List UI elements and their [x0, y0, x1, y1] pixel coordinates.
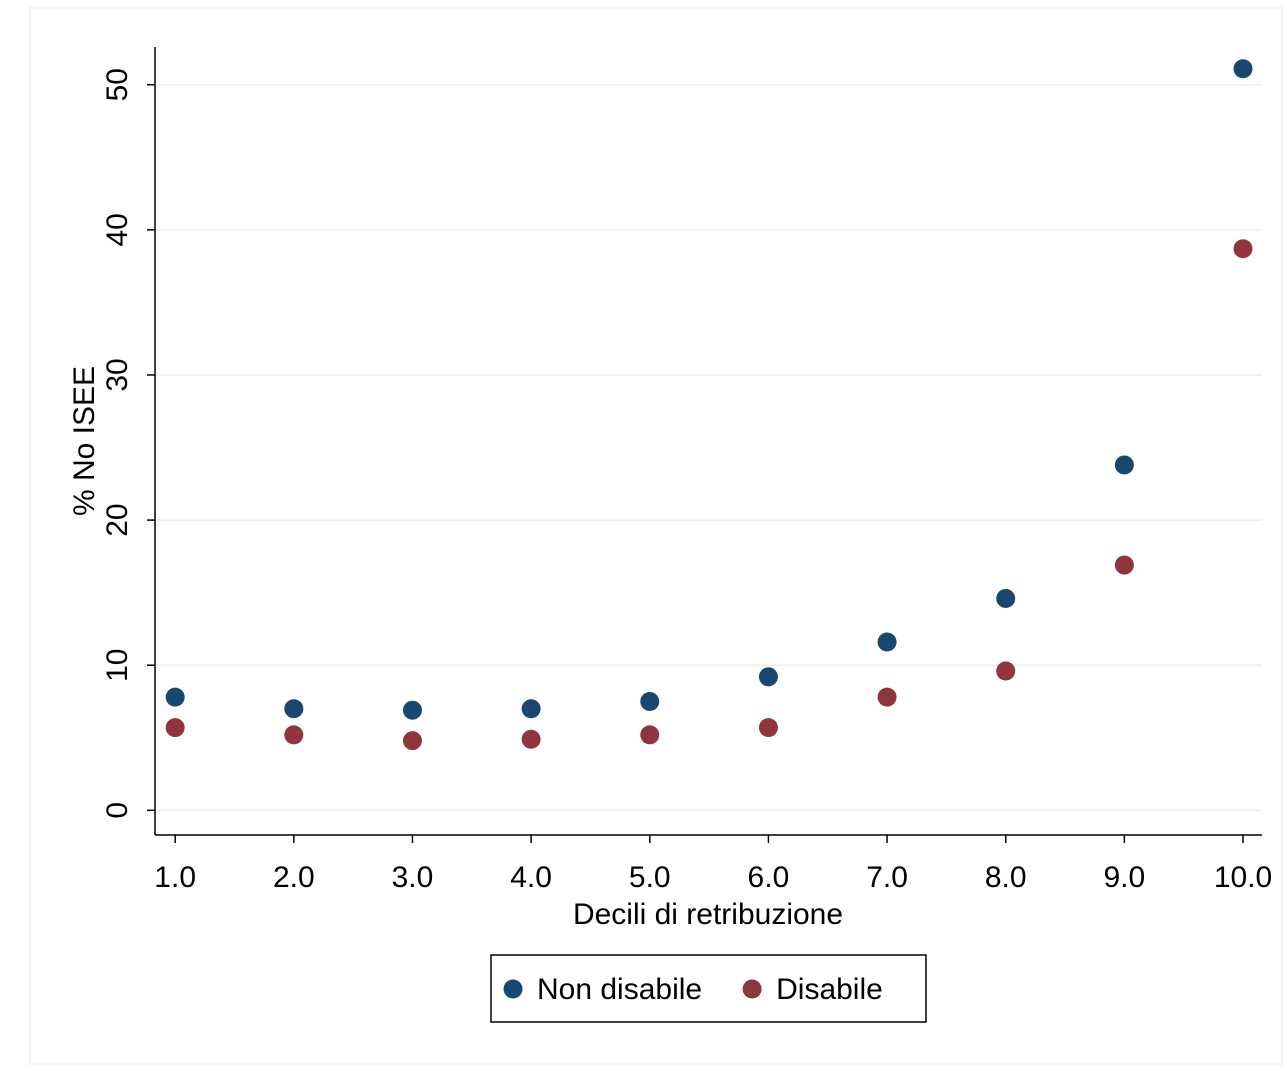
- legend-marker: [503, 979, 523, 999]
- y-tick-label: 40: [101, 213, 134, 246]
- x-tick-label: 9.0: [1104, 861, 1146, 894]
- x-tick-label: 8.0: [985, 861, 1027, 894]
- point: [284, 725, 304, 745]
- point: [1233, 239, 1253, 259]
- x-tick-label: 1.0: [154, 861, 196, 894]
- point: [758, 718, 778, 738]
- point: [640, 691, 660, 711]
- x-tick-label: 5.0: [629, 861, 671, 894]
- point: [402, 700, 422, 720]
- legend-box: [490, 954, 927, 1023]
- legend-label: Disabile: [776, 973, 883, 1006]
- y-tick-label: 0: [101, 802, 134, 819]
- point: [521, 729, 541, 749]
- frame: [29, 7, 1283, 1065]
- x-tick-label: 10.0: [1214, 861, 1272, 894]
- point: [996, 588, 1016, 608]
- x-tick-label: 2.0: [273, 861, 315, 894]
- point: [402, 731, 422, 751]
- x-axis-label: Decili di retribuzione: [573, 898, 843, 931]
- x-tick-label: 7.0: [866, 861, 908, 894]
- point: [877, 632, 897, 652]
- point: [1114, 455, 1134, 475]
- legend-marker: [742, 979, 762, 999]
- y-tick-label: 20: [101, 503, 134, 536]
- legend-label: Non disabile: [537, 973, 702, 1006]
- x-tick-label: 6.0: [748, 861, 790, 894]
- y-tick-label: 10: [101, 649, 134, 682]
- point: [284, 699, 304, 719]
- x-tick-label: 4.0: [510, 861, 552, 894]
- y-tick-label: 30: [101, 358, 134, 391]
- y-axis-label: % No ISEE: [68, 366, 101, 516]
- point: [877, 687, 897, 707]
- point: [996, 661, 1016, 681]
- point: [1114, 555, 1134, 575]
- point: [640, 725, 660, 745]
- x-tick-label: 3.0: [392, 861, 434, 894]
- point: [165, 718, 185, 738]
- point: [521, 699, 541, 719]
- point: [165, 687, 185, 707]
- point: [1233, 59, 1253, 79]
- point: [758, 667, 778, 687]
- y-tick-label: 50: [101, 68, 134, 101]
